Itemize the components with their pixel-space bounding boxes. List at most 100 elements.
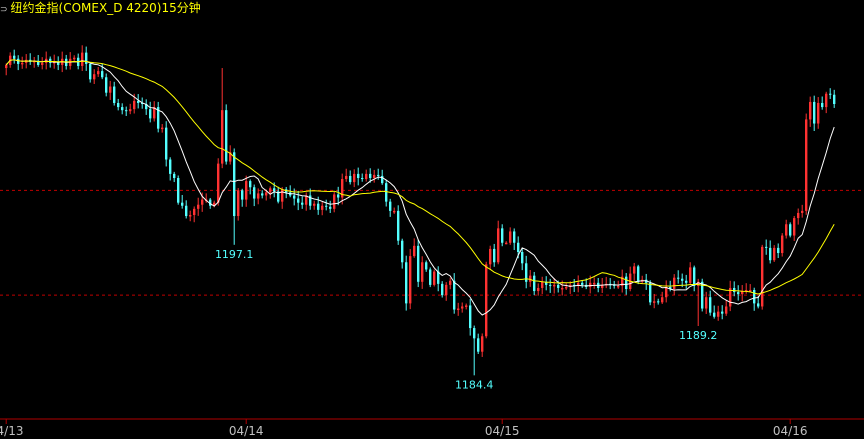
candle-body <box>713 312 716 317</box>
chart-title: 纽约金指(COMEX_D 4220)15分钟 <box>10 1 201 15</box>
candle-body <box>81 52 84 66</box>
candle-body <box>553 284 556 287</box>
candle-body <box>377 174 380 176</box>
candle-body <box>425 262 428 270</box>
candle <box>241 188 244 207</box>
candle-body <box>453 280 456 310</box>
candle-body <box>261 193 264 196</box>
candle-body <box>269 188 272 193</box>
candle-body <box>193 208 196 215</box>
candle-body <box>369 173 372 178</box>
candle-body <box>297 198 300 203</box>
candle-body <box>249 181 252 188</box>
candle-body <box>777 247 780 254</box>
candle-body <box>349 175 352 183</box>
candle <box>505 241 508 245</box>
candle-body <box>405 262 408 304</box>
candle <box>661 291 664 305</box>
candle-body <box>137 100 140 103</box>
candle <box>309 188 312 210</box>
candle <box>729 280 732 312</box>
candle-body <box>109 86 112 93</box>
candle <box>361 173 364 182</box>
candle <box>717 305 720 321</box>
candle <box>541 276 544 294</box>
candle-body <box>809 101 812 120</box>
candle-body <box>101 71 104 78</box>
candle <box>425 260 428 272</box>
candle <box>653 293 656 309</box>
candle-body <box>353 173 356 183</box>
candle-body <box>789 224 792 236</box>
candle <box>437 266 440 292</box>
candle <box>421 256 424 289</box>
candle <box>509 227 512 245</box>
candle-body <box>309 195 312 206</box>
candle-body <box>561 287 564 290</box>
chart-title-bar: ⊃ 纽约金指(COMEX_D 4220)15分钟 <box>0 0 201 16</box>
candle <box>301 196 304 209</box>
candle <box>261 190 264 199</box>
candle-body <box>317 203 320 210</box>
candle <box>161 124 164 133</box>
candle <box>113 81 116 106</box>
candle-body <box>397 210 400 241</box>
candle <box>325 199 328 211</box>
candle <box>621 269 624 293</box>
candle <box>345 168 348 182</box>
candle-body <box>89 63 92 80</box>
candle-body <box>457 308 460 311</box>
candle-body <box>345 175 348 180</box>
candle <box>81 45 84 71</box>
candle-body <box>473 328 476 339</box>
candle <box>109 80 112 100</box>
candle-body <box>385 183 388 202</box>
candle-body <box>829 93 832 95</box>
candle <box>181 194 184 209</box>
candle <box>125 106 128 117</box>
candle <box>333 191 336 213</box>
candle-body <box>625 276 628 289</box>
candle-body <box>813 101 816 124</box>
moving-averages <box>5 59 835 316</box>
candle-body <box>357 173 360 178</box>
candle-body <box>141 102 144 104</box>
candle <box>393 207 396 214</box>
candle-body <box>165 127 168 160</box>
candle <box>397 205 400 245</box>
x-axis: 04/13 04/14 04/15 04/16 <box>0 418 864 438</box>
candle-body <box>417 245 420 282</box>
candle <box>197 197 200 216</box>
candle-body <box>13 55 16 59</box>
reference-lines <box>0 189 864 296</box>
candle-body <box>645 279 648 283</box>
candle-body <box>549 284 552 286</box>
candle-body <box>149 109 152 119</box>
candle <box>625 273 628 295</box>
candle <box>297 190 300 211</box>
candle <box>281 187 284 209</box>
candle-body <box>833 94 836 104</box>
candle <box>413 238 416 258</box>
candle <box>129 103 132 115</box>
candle <box>833 89 836 108</box>
candle <box>533 271 536 296</box>
candle <box>809 96 812 127</box>
candle <box>789 222 792 238</box>
candle-body <box>721 311 724 314</box>
candle <box>501 224 504 247</box>
candle-body <box>161 127 164 130</box>
candle <box>29 53 32 65</box>
candle-body <box>113 86 116 103</box>
candle-body <box>213 202 216 206</box>
candle <box>481 333 484 357</box>
candle-body <box>493 248 496 263</box>
candle <box>117 98 120 111</box>
candle <box>781 233 784 257</box>
candle <box>545 276 548 291</box>
candle <box>761 244 764 310</box>
candle-body <box>41 62 44 65</box>
low-price-label: 1189.2 <box>679 329 718 342</box>
candle <box>249 179 252 195</box>
candle-body <box>209 199 212 206</box>
